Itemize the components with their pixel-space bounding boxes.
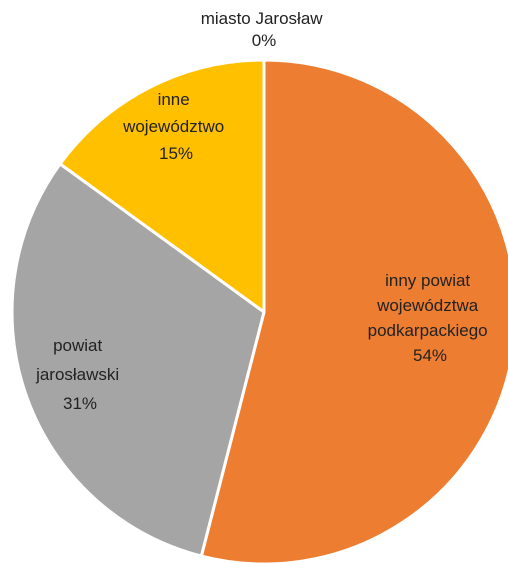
pie-slice-3 [58, 58, 266, 314]
pie-slices [10, 58, 508, 563]
label-inne-wojewodztwo: inne województwo 15% [122, 90, 229, 163]
pie-slice-1 [199, 58, 508, 563]
label-powiat-jaroslawski: powiat jarosławski 31% [35, 336, 124, 413]
slice-labels: miasto Jarosław 0% inny powiat województ… [35, 9, 493, 413]
label-inny-powiat: inny powiat województwa podkarpackiego 5… [368, 271, 493, 365]
label-miasto-jaroslaw: miasto Jarosław 0% [201, 9, 328, 50]
pie-slice-2 [10, 162, 266, 558]
